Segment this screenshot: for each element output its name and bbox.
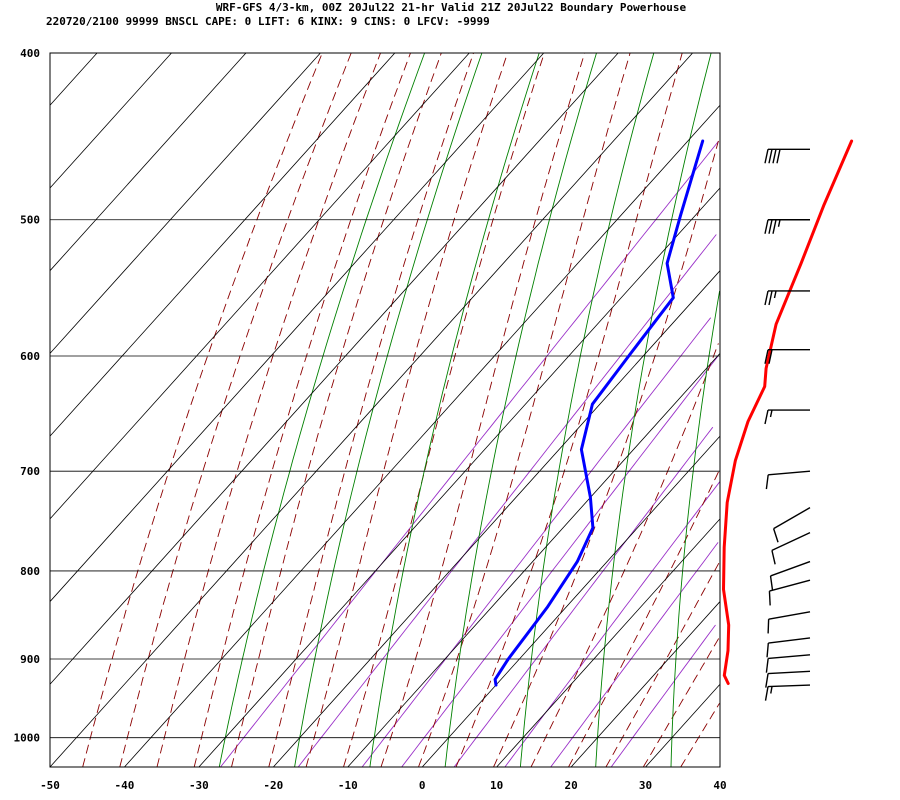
mixing-ratio-line [401, 355, 719, 768]
moist-adiabat [119, 52, 352, 768]
wind-barb [772, 507, 811, 543]
wind-barb [764, 148, 810, 164]
mixing-ratio-line [220, 140, 720, 768]
wind-barb [764, 684, 811, 701]
wind-barb [764, 290, 810, 306]
pressure-tick-label: 700 [20, 465, 40, 478]
isotherm-line [49, 52, 247, 271]
chart-stats-line: 220720/2100 99999 BNSCL CAPE: 0 LIFT: 6 … [46, 15, 490, 28]
isotherm-line [645, 684, 721, 768]
wind-barb [768, 579, 811, 606]
moist-adiabat [268, 52, 474, 768]
isotherm-line [49, 52, 545, 602]
dry-adiabat [670, 290, 721, 768]
temperature-tick-label: 10 [490, 779, 503, 792]
isotherm-line [49, 52, 396, 437]
isotherm-line [49, 52, 619, 685]
wind-barb [764, 349, 810, 364]
mixing-ratio-line [550, 542, 719, 768]
mixing-ratio-line [610, 624, 716, 768]
moist-adiabats [82, 52, 721, 768]
wind-barb [764, 409, 810, 425]
moist-adiabat [493, 140, 719, 768]
wind-barb [771, 531, 811, 565]
moist-adiabat [530, 343, 719, 768]
wind-barb [769, 560, 811, 591]
mixing-ratio-line [361, 317, 712, 768]
temperature-tick-label: -10 [338, 779, 358, 792]
plot-frame [49, 52, 721, 768]
mixing-ratio-line [453, 426, 714, 768]
pressure-tick-label: 500 [20, 214, 40, 227]
moist-adiabat [642, 637, 720, 768]
isotherm-line [124, 105, 721, 768]
moist-adiabat [455, 52, 683, 768]
wind-barb [765, 670, 811, 688]
dry-adiabat [519, 52, 655, 768]
moist-adiabat [193, 52, 411, 768]
dry-adiabat [444, 52, 597, 768]
moist-adiabat [568, 471, 720, 768]
wind-barb [767, 611, 811, 634]
pressure-tick-label: 1000 [14, 732, 41, 745]
chart-title: WRF-GFS 4/3-km, 00Z 20Jul22 21-hr Valid … [216, 1, 687, 14]
isotherm-line [347, 353, 721, 768]
isotherm-line [49, 52, 693, 768]
temperature-tick-label: 20 [564, 779, 577, 792]
isotherm-line [49, 52, 98, 106]
pressure-tick-label: 900 [20, 653, 40, 666]
dry-adiabat [294, 52, 483, 768]
temperature-tick-label: -30 [189, 779, 209, 792]
moist-adiabat [418, 52, 631, 768]
pressure-axis-labels: 400 500 600 700 800 900 1000 [14, 47, 41, 745]
dry-adiabat [218, 52, 426, 768]
isotherm-isobar-grid [49, 52, 721, 768]
temperature-tick-label: -40 [115, 779, 135, 792]
moist-adiabat [380, 52, 586, 768]
temperature-tick-label: -20 [263, 779, 283, 792]
dry-adiabat [595, 52, 712, 768]
mixing-ratio-line [297, 234, 717, 768]
dewpoint-trace [493, 139, 705, 687]
mixing-ratio-lines [220, 140, 721, 768]
isotherm-line [49, 52, 172, 189]
pressure-tick-label: 600 [20, 350, 40, 363]
isotherm-line [273, 270, 721, 768]
wind-barb [766, 637, 811, 658]
isotherm-line [49, 52, 470, 520]
dry-adiabat [369, 52, 540, 768]
temperature-tick-label: 40 [713, 779, 726, 792]
moist-adiabat [305, 52, 509, 768]
pressure-tick-label: 400 [20, 47, 40, 60]
moist-adiabat [82, 52, 323, 768]
isotherm-line [570, 601, 721, 768]
temperature-tick-label: -50 [40, 779, 60, 792]
moist-adiabat [156, 52, 381, 768]
mixing-ratio-line [504, 481, 721, 768]
isotherm-line [49, 52, 321, 354]
temperature-axis-labels: -50 -40 -30 -20 -10 0 10 20 30 40 [40, 779, 727, 792]
wind-barb [765, 470, 811, 490]
temperature-tick-label: 0 [419, 779, 426, 792]
isotherm-line [198, 187, 721, 768]
temperature-trace [722, 139, 854, 685]
isotherm-line [496, 518, 721, 768]
dry-adiabats [218, 52, 721, 768]
pressure-tick-label: 800 [20, 565, 40, 578]
moist-adiabat [605, 561, 721, 768]
wind-barb [764, 219, 810, 234]
wind-barbs [764, 148, 811, 701]
moist-adiabat [680, 703, 720, 768]
temperature-tick-label: 30 [639, 779, 652, 792]
moist-adiabat [343, 52, 545, 768]
moist-adiabat [231, 52, 442, 768]
sounding-traces [493, 139, 854, 687]
wind-barb [765, 654, 811, 673]
isotherm-line [421, 435, 721, 768]
